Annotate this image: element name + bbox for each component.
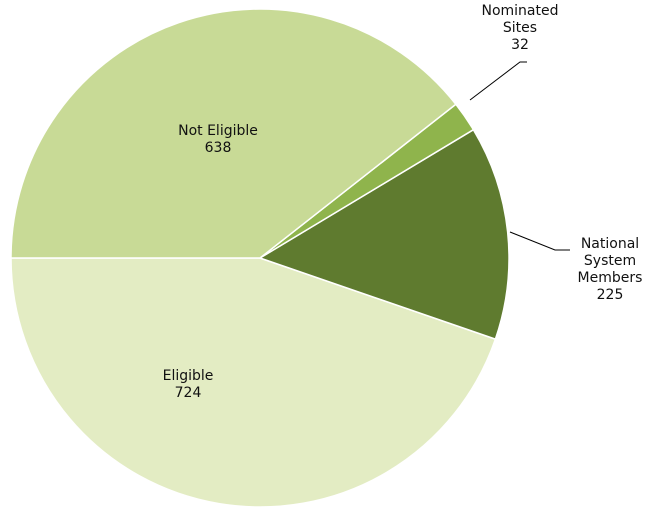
slice-label: National System Members 225 bbox=[560, 236, 655, 304]
slice-value: 724 bbox=[174, 385, 202, 401]
slice-value: 225 bbox=[596, 287, 624, 303]
slice-label: Eligible 724 bbox=[128, 368, 248, 402]
pie-slice bbox=[10, 257, 497, 508]
leader-line bbox=[469, 61, 527, 101]
pie-slice bbox=[258, 128, 510, 341]
pie-slice bbox=[10, 8, 457, 259]
slice-label: Not Eligible 638 bbox=[158, 123, 278, 157]
slice-value: 32 bbox=[511, 37, 529, 53]
slice-category: Eligible bbox=[162, 368, 214, 384]
slice-label: Nominated Sites 32 bbox=[470, 3, 570, 54]
slice-category: Not Eligible bbox=[178, 123, 258, 139]
slice-category: Nominated Sites bbox=[481, 3, 559, 36]
slice-value: 638 bbox=[204, 140, 232, 156]
slice-category: National System Members bbox=[577, 236, 643, 286]
leader-line bbox=[509, 231, 570, 251]
